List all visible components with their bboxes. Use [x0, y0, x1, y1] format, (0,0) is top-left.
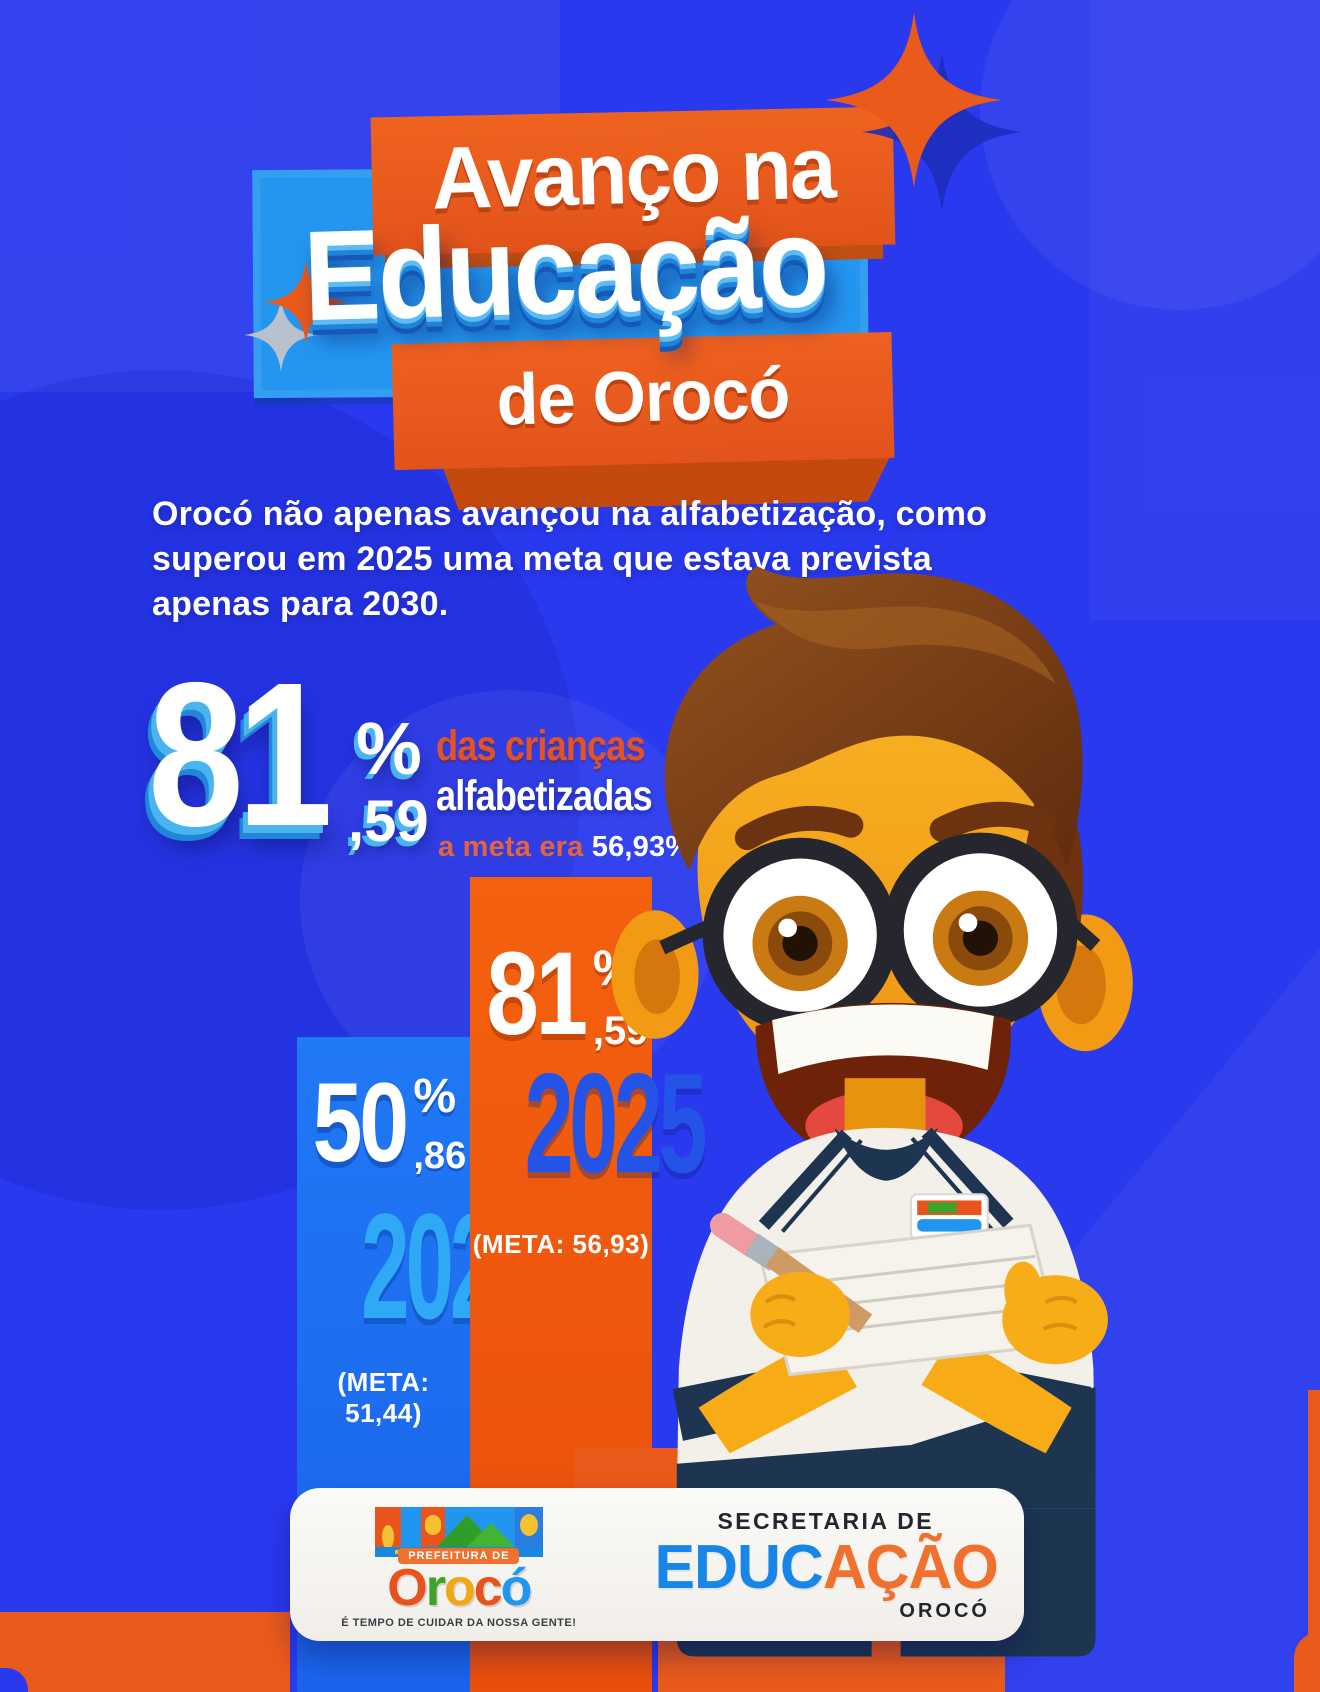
bar-2024-year-wrap: 2024 [297, 1191, 542, 1340]
sparkle-star-icon [264, 260, 348, 344]
wordmark-letter: ó [500, 1558, 533, 1617]
bar-2025-meta-label: (META: 56,93) [472, 1229, 650, 1259]
header-title: Educação [301, 190, 829, 349]
bar-2025-year-label: 2025 [524, 1044, 708, 1203]
intro-paragraph: Orocó não apenas avançou na alfabetizaçã… [152, 492, 1112, 627]
sparkle-star-icon [826, 12, 1002, 188]
wordmark-letter: o [443, 1558, 476, 1617]
secretaria-wordmark: EDUCAÇÃO [654, 1537, 998, 1599]
bar-2024-meta-label: (META: 51,44) [337, 1367, 430, 1428]
bar-2024-value-int: 50 [312, 1060, 408, 1185]
highlight-label-line1: das crianças [436, 722, 646, 770]
wordmark-part-orange: AÇÃO [822, 1533, 998, 1602]
prefeitura-tagline: É TEMPO DE CUIDAR DA NOSSA GENTE! [341, 1616, 577, 1629]
wordmark-letter: c [473, 1558, 503, 1617]
bar-2025-value-int: 81 [485, 928, 588, 1060]
intro-line-3: apenas para 2030. [152, 585, 449, 623]
orange-deco-corner [1294, 1632, 1320, 1692]
bar-2024-value-dec: ,86 [413, 1135, 467, 1177]
orange-deco-band [0, 1612, 290, 1692]
footer-logos-card: PREFEITURA DE Orocó É TEMPO DE CUIDAR DA… [290, 1488, 1024, 1641]
highlight-percent-sign: % [356, 707, 422, 790]
secretaria-city: OROCÓ [899, 1600, 990, 1622]
header-subtitle: de Orocó [495, 353, 791, 441]
prefeitura-logo: PREFEITURA DE Orocó É TEMPO DE CUIDAR DA… [290, 1501, 628, 1629]
background-square-shape [1090, 0, 1320, 620]
percent-sign: % [413, 1070, 457, 1123]
highlight-value-int: 81 [148, 640, 333, 869]
secretaria-line1: SECRETARIA DE [717, 1508, 935, 1534]
highlight-meta-prefix: a meta era [438, 831, 592, 863]
secretaria-logo: SECRETARIA DE EDUCAÇÃO OROCÓ [628, 1506, 1024, 1623]
wordmark-letter: O [387, 1558, 427, 1617]
prefeitura-badge: PREFEITURA DE [398, 1547, 520, 1564]
background-circle-shape [980, 0, 1320, 310]
bar-2024-value: 50 % ,86 [297, 1067, 470, 1179]
wordmark-letter: r [425, 1558, 446, 1617]
intro-line-1: Orocó não apenas avançou na alfabetizaçã… [152, 495, 988, 533]
prefeitura-wordmark: Orocó [387, 1558, 533, 1617]
highlight-value-dec: ,59 [348, 789, 429, 854]
sparkle-star-shadow-icon [862, 52, 1022, 212]
sparkle-star-shadow-icon [244, 298, 318, 372]
highlight-meta-line: a meta era 56,93% [438, 831, 691, 864]
intro-line-2: superou em 2025 uma meta que estava prev… [152, 540, 932, 578]
wordmark-part-blue: EDUC [654, 1533, 823, 1602]
bar-2025-year-wrap: 2025 [470, 1053, 708, 1195]
orange-deco-strip [1308, 1390, 1320, 1692]
highlight-label-line2: alfabetizadas [436, 772, 653, 820]
